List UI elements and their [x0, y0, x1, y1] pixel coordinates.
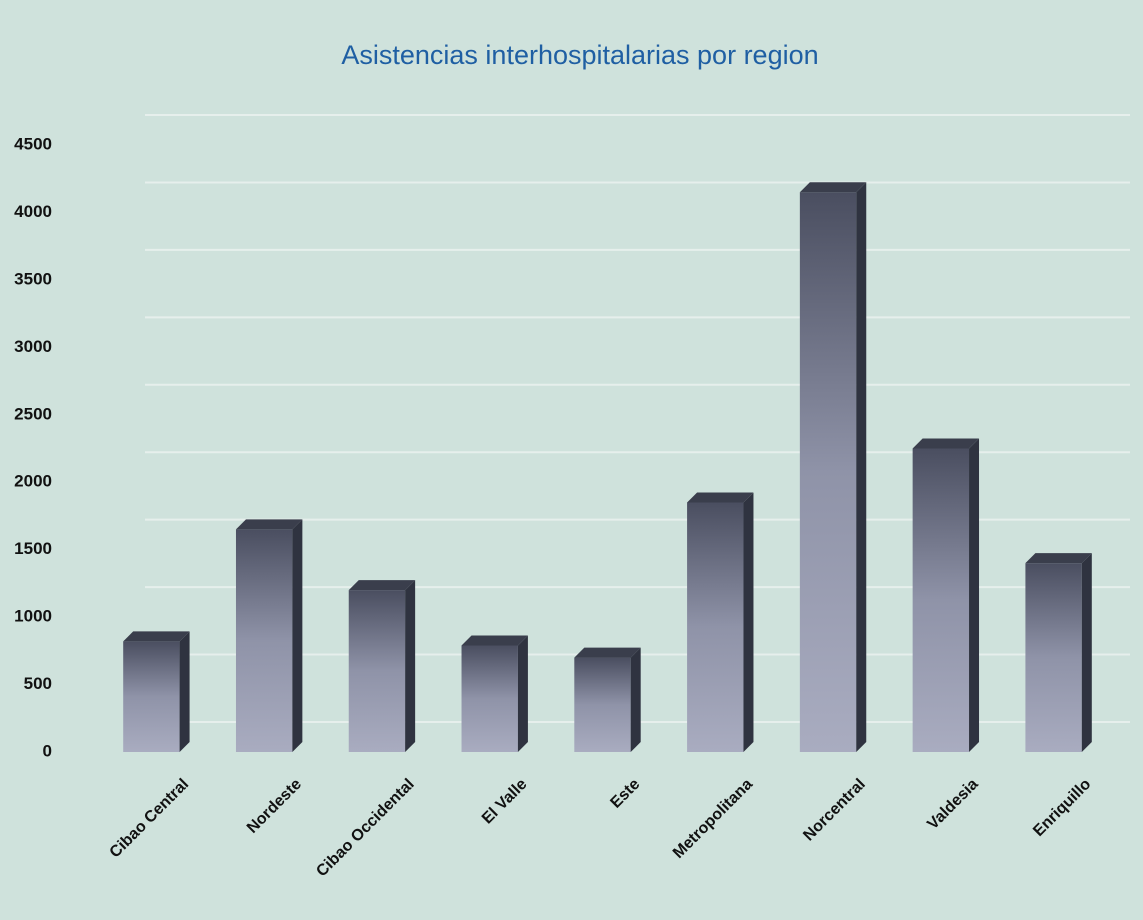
bar-side	[969, 438, 980, 752]
bar	[235, 519, 303, 752]
bar-top	[1025, 553, 1092, 564]
bar-side	[1081, 553, 1092, 752]
bar-side	[179, 631, 190, 752]
bar-front	[912, 448, 970, 752]
bar-top	[348, 580, 416, 591]
bar-top	[235, 519, 303, 530]
bar-top	[687, 492, 754, 503]
bar-side	[856, 182, 867, 752]
bar	[348, 580, 416, 752]
bar-front	[123, 641, 180, 752]
bar-top	[123, 631, 190, 642]
bar-top	[912, 438, 980, 449]
bar-top	[574, 647, 641, 658]
bar-side	[517, 635, 528, 752]
bar	[461, 635, 528, 752]
bar-front	[799, 192, 857, 752]
bar-top	[799, 182, 867, 193]
y-tick-label: 0	[43, 741, 52, 760]
bar-front	[687, 502, 744, 752]
bar-front	[348, 590, 406, 752]
bar	[1025, 553, 1092, 752]
bar-top	[461, 635, 528, 646]
y-tick-label: 2500	[14, 404, 52, 423]
y-tick-label: 1000	[14, 607, 52, 626]
bar	[574, 647, 641, 752]
y-tick-label: 1500	[14, 539, 52, 558]
bar-side	[630, 647, 641, 752]
y-tick-label: 2000	[14, 472, 52, 491]
bar-front	[461, 645, 518, 752]
bar	[912, 438, 980, 752]
bar	[799, 182, 867, 752]
bar-front	[1025, 563, 1082, 752]
y-tick-label: 3500	[14, 269, 52, 288]
bar	[687, 492, 754, 752]
y-tick-label: 4500	[14, 134, 52, 153]
y-tick-label: 4000	[14, 202, 52, 221]
y-tick-label: 3000	[14, 337, 52, 356]
chart-title: Asistencias interhospitalarias por regio…	[341, 40, 818, 70]
bar-side	[292, 519, 303, 752]
bar-front	[235, 529, 293, 752]
bar	[123, 631, 190, 752]
bar-front	[574, 657, 631, 752]
bar-side	[743, 492, 754, 752]
y-tick-label: 500	[24, 674, 52, 693]
bar-side	[405, 580, 416, 752]
